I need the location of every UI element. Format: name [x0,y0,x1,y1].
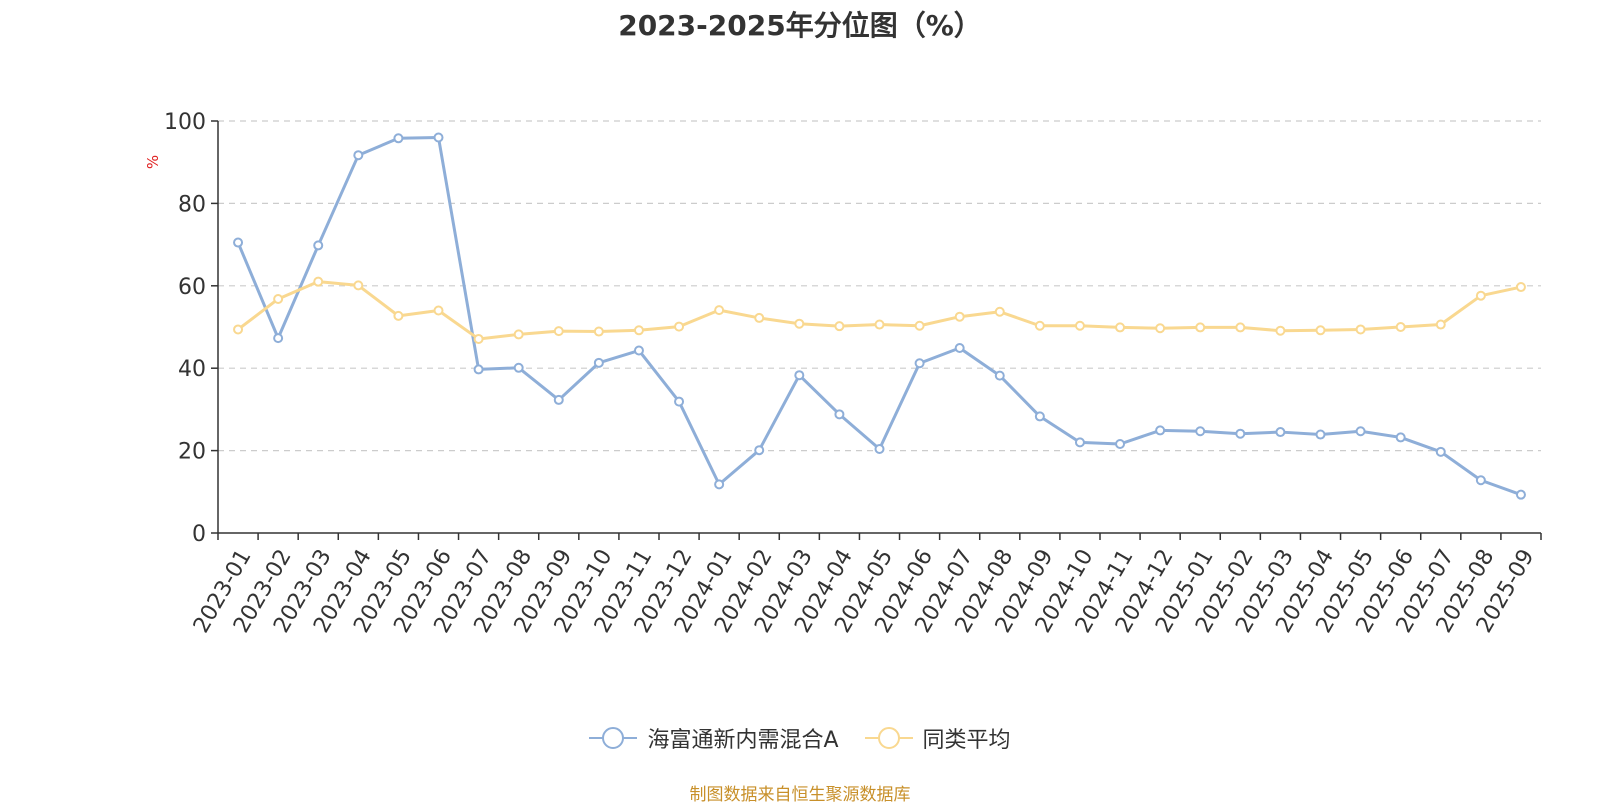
y-axis-label: % [144,155,162,169]
series-1-point [513,329,524,340]
legend-item-average[interactable]: 同类平均 [864,722,1011,754]
series-0-point [834,409,845,420]
series-line-0 [236,135,1522,497]
series-1-point [1315,325,1326,336]
series-line-1 [237,280,1522,341]
series-0-point [1275,427,1286,438]
series-0-point [914,358,925,369]
series-1-point [834,321,845,332]
y-tick-label: 0 [192,522,206,547]
series-0-point [954,343,965,354]
series-1-point [994,306,1005,317]
legend-marker-fund-icon [589,727,638,749]
series-1-point [1235,322,1246,333]
series-0-point [553,394,564,405]
series-1-point [233,324,244,335]
series-1-point [1435,319,1446,330]
series-0-point [1034,411,1045,422]
series-0-point [633,345,644,356]
series-1-point [1034,320,1045,331]
series-0-point [233,237,244,248]
series-1-point [633,325,644,336]
series-0-point [674,396,685,407]
series-1-point [674,321,685,332]
legend: 海富通新内需混合A 同类平均 [0,722,1600,754]
series-0-point [1515,489,1526,500]
series-1-point [593,326,604,337]
series-1-point [433,305,444,316]
x-axis: 2023-012023-022023-032023-042023-052023-… [189,532,1542,637]
series-1-point [313,276,324,287]
y-tick-label: 20 [178,440,206,465]
y-tick-label: 60 [178,275,206,300]
legend-label-fund: 海富通新内需混合A [647,728,839,753]
series-0-point [273,333,284,344]
series-1-point [914,320,925,331]
series-0-point [313,240,324,251]
series-0-point [473,364,484,375]
series-0-point [1115,439,1126,450]
series-0-point [1074,437,1085,448]
series-0-point [1155,425,1166,436]
chart-title: 2023-2025年分位图（%） [618,9,982,42]
series-1-point [794,318,805,329]
legend-label-average: 同类平均 [922,728,1011,753]
series-0-point [754,445,765,456]
series-0-point [393,133,404,144]
series-0-point [593,357,604,368]
legend-marker-average-icon [864,727,913,749]
series-0-point [794,370,805,381]
series-layer [233,132,1526,500]
y-axis: 0 20 40 60 80 100 [164,110,219,547]
series-1-point [1475,290,1486,301]
series-1-point [553,326,564,337]
series-1-point [353,280,364,291]
series-0-point [1235,428,1246,439]
series-1-point [874,319,885,330]
series-1-point [1275,325,1286,336]
y-tick-label: 100 [164,110,206,135]
series-1-point [1115,322,1126,333]
series-0-point [1395,432,1406,443]
series-1-point [1395,322,1406,332]
legend-item-fund[interactable]: 海富通新内需混合A [589,722,839,754]
series-1-point [473,333,484,344]
series-0-point [714,479,725,490]
y-tick-label: 80 [178,192,206,217]
series-0-point [353,150,364,161]
line-chart: 0 20 40 60 80 100 2023-012023-022023-032023-0… [144,110,1542,637]
series-1-point [714,305,725,316]
series-1-point [393,310,404,321]
data-source-note: 制图数据来自恒生聚源数据库 [689,785,911,805]
series-0-point [1315,429,1326,440]
series-0-point [1475,475,1486,486]
series-0-point [1195,426,1206,437]
series-0-point [874,443,885,454]
series-0-point [433,132,444,143]
grid-lines [218,120,1541,452]
series-1-point [1074,320,1085,331]
series-1-point [954,311,965,322]
series-0-point [1355,426,1366,437]
y-tick-label: 40 [178,357,206,382]
series-0-point [994,370,1005,381]
series-1-point [1155,323,1166,334]
series-1-point [1195,322,1206,333]
series-1-point [1515,282,1526,293]
series-0-point [513,362,524,373]
series-1-point [754,312,765,323]
series-0-point [1435,446,1446,457]
series-1-point [1355,324,1366,335]
series-1-point [273,293,284,304]
